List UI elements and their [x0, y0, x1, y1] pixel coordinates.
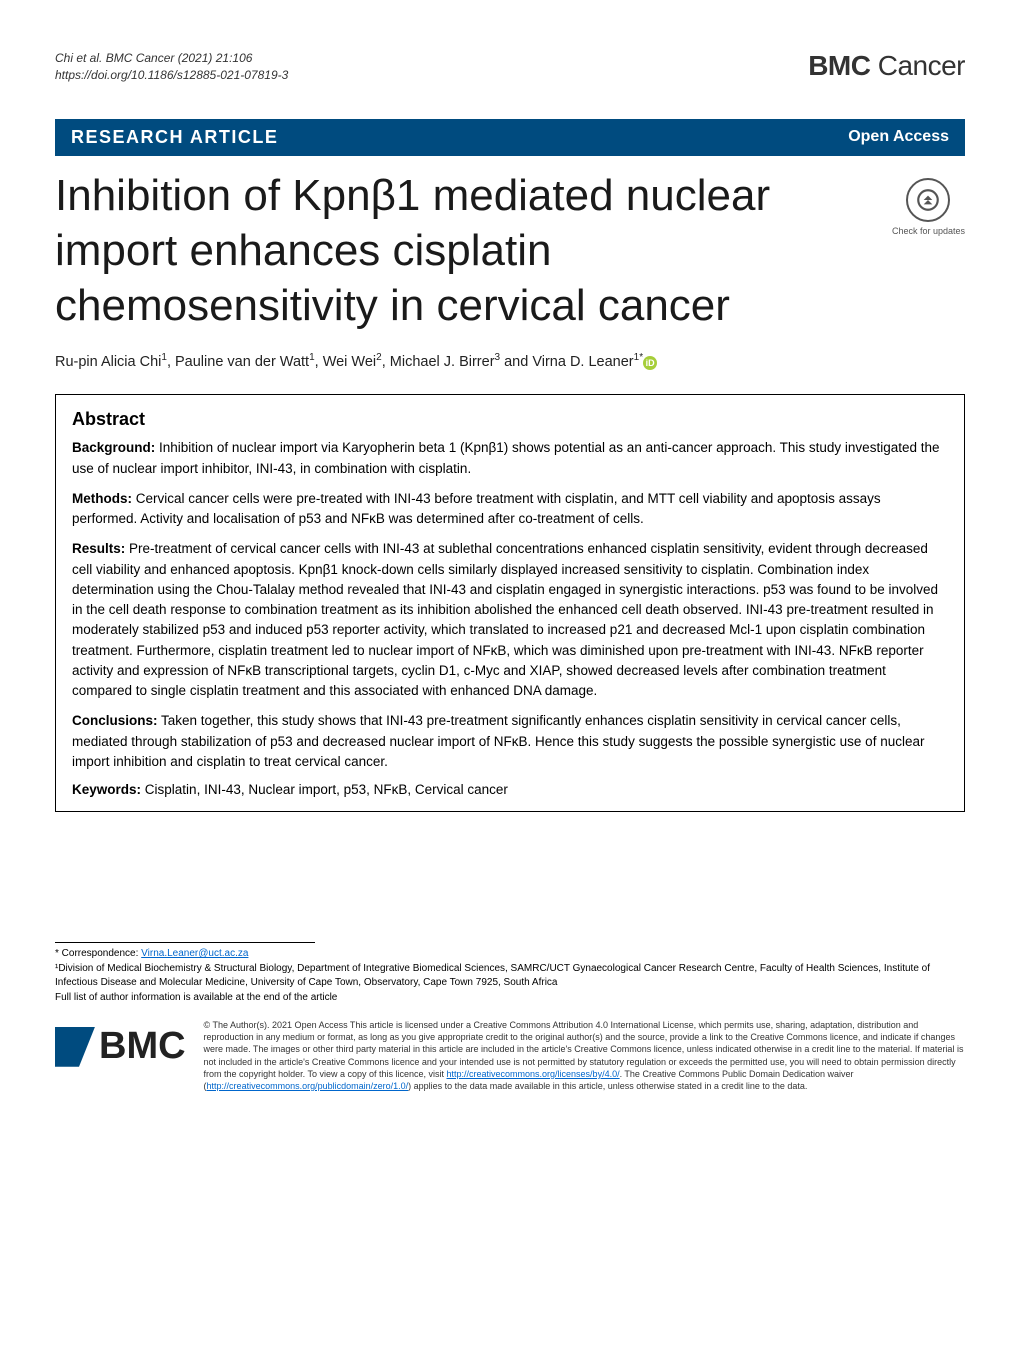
footer-section: * Correspondence: Virna.Leaner@uct.ac.za… [55, 942, 965, 1092]
license-row: BMC © The Author(s). 2021 Open Access Th… [55, 1019, 965, 1092]
journal-prefix: BMC [808, 50, 870, 81]
article-type-bar: RESEARCH ARTICLE Open Access [55, 119, 965, 156]
results-text: Pre-treatment of cervical cancer cells w… [72, 541, 938, 698]
citation-block: Chi et al. BMC Cancer (2021) 21:106 http… [55, 50, 288, 84]
bmc-flag-icon [55, 1027, 95, 1067]
affiliation-1: ¹Division of Medical Biochemistry & Stru… [55, 962, 965, 991]
abstract-box: Abstract Background: Inhibition of nucle… [55, 394, 965, 812]
bmc-logo: BMC [55, 1019, 186, 1074]
background-text: Inhibition of nuclear import via Karyoph… [72, 440, 940, 475]
affiliation-more: Full list of author information is avail… [55, 991, 965, 1006]
article-type: RESEARCH ARTICLE [71, 127, 278, 148]
open-access-label: Open Access [848, 128, 949, 146]
abstract-methods: Methods: Cervical cancer cells were pre-… [72, 489, 948, 530]
crossmark-icon [906, 178, 950, 222]
corr-label: * Correspondence: [55, 948, 141, 959]
license-part3: ) applies to the data made available in … [408, 1081, 807, 1091]
journal-suffix: Cancer [870, 50, 965, 81]
footer-divider [55, 942, 315, 943]
abstract-background: Background: Inhibition of nuclear import… [72, 438, 948, 479]
authors-line: Ru-pin Alicia Chi1, Pauline van der Watt… [55, 353, 965, 371]
methods-text: Cervical cancer cells were pre-treated w… [72, 491, 881, 526]
abstract-results: Results: Pre-treatment of cervical cance… [72, 539, 948, 701]
citation-line2: https://doi.org/10.1186/s12885-021-07819… [55, 67, 288, 84]
check-updates-badge[interactable]: Check for updates [892, 178, 965, 236]
abstract-heading: Abstract [72, 409, 948, 430]
keywords-line: Keywords: Cisplatin, INI-43, Nuclear imp… [72, 782, 948, 797]
license-link1[interactable]: http://creativecommons.org/licenses/by/4… [447, 1069, 620, 1079]
correspondence-line: * Correspondence: Virna.Leaner@uct.ac.za [55, 947, 965, 962]
orcid-icon[interactable]: iD [643, 356, 657, 370]
conclusions-label: Conclusions: [72, 713, 158, 728]
results-label: Results: [72, 541, 125, 556]
article-title: Inhibition of Kpnβ1 mediated nuclear imp… [55, 168, 872, 333]
title-row: Inhibition of Kpnβ1 mediated nuclear imp… [55, 168, 965, 333]
keywords-text: Cisplatin, INI-43, Nuclear import, p53, … [145, 782, 508, 797]
check-updates-label: Check for updates [892, 226, 965, 236]
license-link2[interactable]: http://creativecommons.org/publicdomain/… [207, 1081, 409, 1091]
corr-email[interactable]: Virna.Leaner@uct.ac.za [141, 948, 248, 959]
conclusions-text: Taken together, this study shows that IN… [72, 713, 924, 769]
header-row: Chi et al. BMC Cancer (2021) 21:106 http… [55, 50, 965, 84]
background-label: Background: [72, 440, 155, 455]
keywords-label: Keywords: [72, 782, 141, 797]
bmc-text: BMC [99, 1019, 186, 1074]
methods-label: Methods: [72, 491, 132, 506]
abstract-conclusions: Conclusions: Taken together, this study … [72, 711, 948, 772]
journal-logo: BMC Cancer [808, 50, 965, 82]
citation-line1: Chi et al. BMC Cancer (2021) 21:106 [55, 50, 288, 67]
license-text: © The Author(s). 2021 Open Access This a… [204, 1019, 965, 1092]
